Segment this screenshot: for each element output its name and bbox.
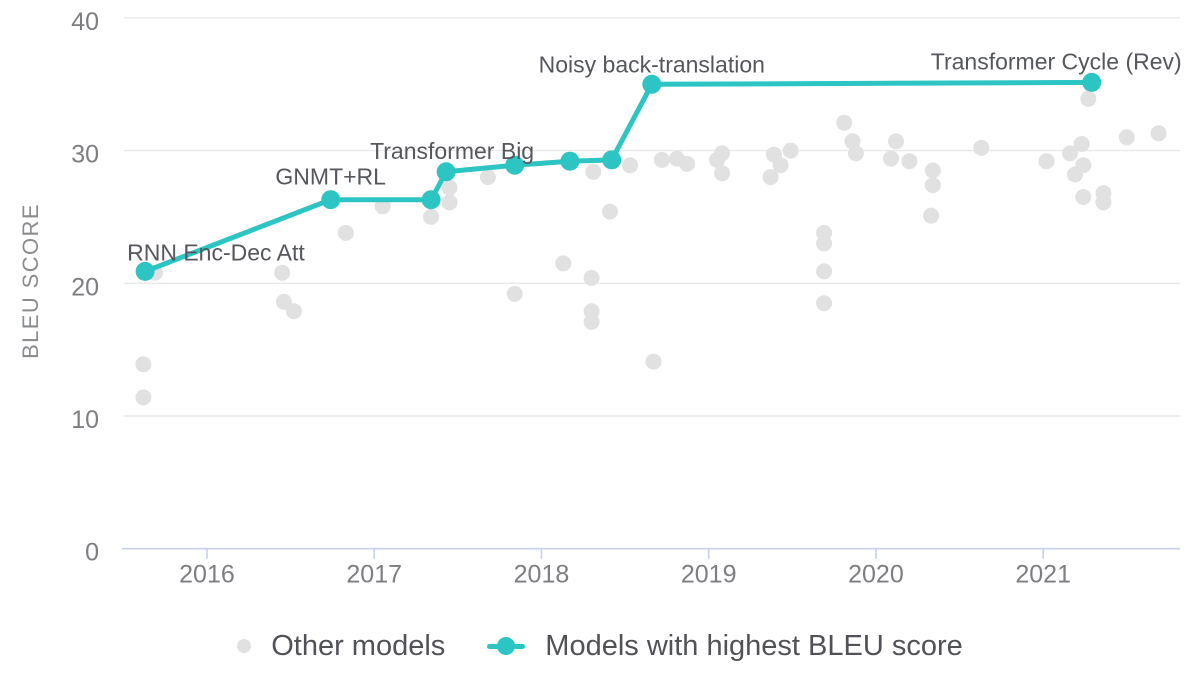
model-annotation: Noisy back-translation <box>539 51 765 77</box>
other-model-point[interactable] <box>924 162 941 179</box>
legend-item-other-models[interactable]: Other models <box>237 629 446 662</box>
model-annotation: Transformer Big <box>370 138 534 164</box>
y-tick-label: 10 <box>71 406 99 434</box>
other-model-point[interactable] <box>585 163 602 180</box>
other-model-point[interactable] <box>772 157 789 174</box>
best-model-point[interactable] <box>602 150 622 170</box>
other-model-point[interactable] <box>1150 125 1167 142</box>
other-model-point[interactable] <box>836 114 853 131</box>
x-tick-label: 2018 <box>514 561 570 589</box>
y-tick-label: 0 <box>85 539 99 567</box>
other-model-point[interactable] <box>1095 194 1112 211</box>
model-annotation: GNMT+RL <box>275 164 386 190</box>
other-model-point[interactable] <box>714 165 731 182</box>
other-model-point[interactable] <box>901 153 918 170</box>
other-model-point[interactable] <box>653 151 670 168</box>
x-tick-label: 2017 <box>346 561 402 589</box>
chart-canvas: 0 10 20 30 40 2016 2017 2018 2019 2020 2021 BLEU SC… <box>18 8 1182 589</box>
legend-label-other-models: Other models <box>271 629 446 662</box>
other-model-point[interactable] <box>847 145 864 162</box>
other-model-point[interactable] <box>782 142 799 159</box>
other-model-point[interactable] <box>622 157 639 174</box>
best-model-point[interactable] <box>505 155 525 175</box>
other-model-point[interactable] <box>479 169 496 186</box>
other-model-point[interactable] <box>275 293 292 310</box>
other-model-point[interactable] <box>645 353 662 370</box>
chart-legend: Other models Models with highest BLEU sc… <box>0 600 1200 692</box>
other-model-point[interactable] <box>679 155 695 172</box>
other-model-point[interactable] <box>816 263 833 280</box>
highest-line-dot-icon <box>487 637 526 655</box>
x-tick-label: 2016 <box>179 561 235 589</box>
legend-label-highest-bleu: Models with highest BLEU score <box>545 629 963 662</box>
best-model-point[interactable] <box>642 74 662 94</box>
other-model-point[interactable] <box>602 203 618 220</box>
other-model-point[interactable] <box>923 207 940 224</box>
other-model-point[interactable] <box>285 303 302 320</box>
other-model-point[interactable] <box>888 133 904 150</box>
model-annotation: Transformer Cycle (Rev) <box>931 48 1182 74</box>
other-model-point[interactable] <box>337 224 354 241</box>
y-tick-label: 20 <box>71 273 99 301</box>
other-model-point[interactable] <box>1073 136 1090 152</box>
other-model-point[interactable] <box>135 356 152 373</box>
legend-item-highest-bleu[interactable]: Models with highest BLEU score <box>487 629 963 662</box>
x-tick-label: 2019 <box>681 561 737 589</box>
other-model-point[interactable] <box>441 194 458 211</box>
other-model-point[interactable] <box>1062 145 1078 162</box>
other-model-point[interactable] <box>762 169 779 186</box>
other-model-point[interactable] <box>1075 189 1092 205</box>
y-axis-title: BLEU SCORE <box>18 203 43 359</box>
other-model-point[interactable] <box>714 145 731 162</box>
other-model-point[interactable] <box>973 139 990 156</box>
x-tick-label: 2021 <box>1015 561 1071 589</box>
best-model-point[interactable] <box>421 190 441 210</box>
other-model-point[interactable] <box>844 133 861 150</box>
other-model-point[interactable] <box>135 389 152 406</box>
other-model-point[interactable] <box>374 198 391 215</box>
best-model-point[interactable] <box>560 151 580 171</box>
other-model-point[interactable] <box>883 150 899 167</box>
y-tick-label: 30 <box>71 141 99 169</box>
other-models-dot-icon <box>237 639 252 653</box>
best-model-point[interactable] <box>436 162 456 182</box>
other-model-point[interactable] <box>506 285 523 302</box>
other-model-point[interactable] <box>816 295 833 312</box>
other-model-point[interactable] <box>274 264 291 281</box>
other-model-point[interactable] <box>555 255 572 272</box>
other-model-point[interactable] <box>1038 153 1055 170</box>
other-model-point[interactable] <box>924 177 941 194</box>
best-model-point[interactable] <box>1082 72 1102 92</box>
other-model-point[interactable] <box>1075 157 1092 174</box>
y-tick-label: 40 <box>71 8 99 36</box>
best-model-point[interactable] <box>135 261 155 281</box>
other-model-point[interactable] <box>816 235 833 252</box>
other-model-point[interactable] <box>1080 90 1097 107</box>
best-model-point[interactable] <box>321 190 341 210</box>
other-model-point[interactable] <box>423 208 440 225</box>
other-model-point[interactable] <box>583 270 600 286</box>
x-tick-label: 2020 <box>848 561 904 589</box>
model-annotation: RNN Enc-Dec Att <box>127 239 305 265</box>
other-model-point[interactable] <box>583 313 600 330</box>
other-model-point[interactable] <box>441 179 458 196</box>
other-model-point[interactable] <box>1118 129 1135 146</box>
